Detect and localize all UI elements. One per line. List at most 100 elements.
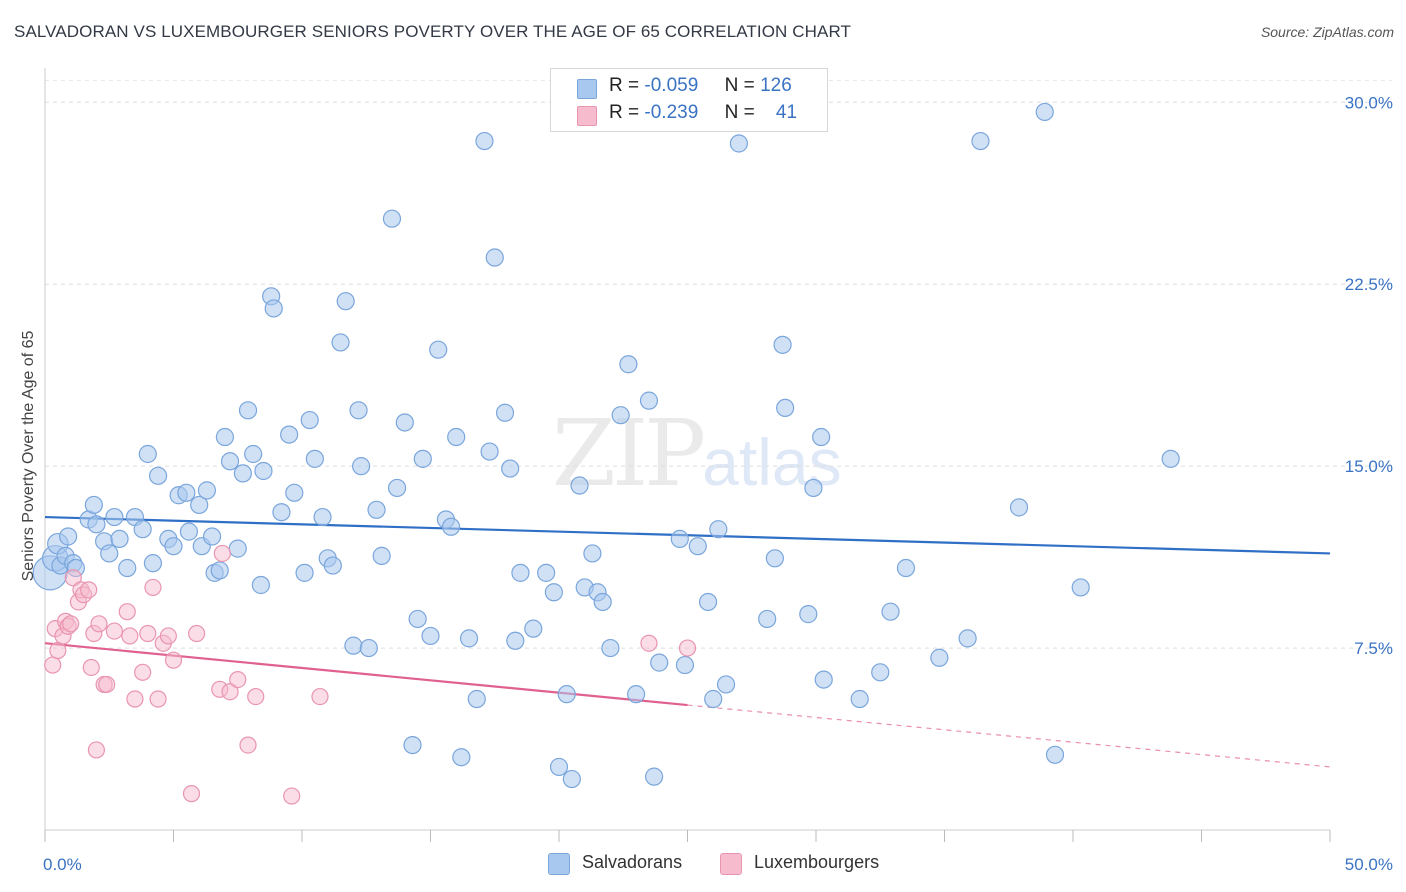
point-salvadoran bbox=[238, 401, 258, 420]
point-luxembourger bbox=[87, 741, 106, 759]
point-luxembourger bbox=[44, 656, 62, 674]
source-label[interactable]: Source: ZipAtlas.com bbox=[1260, 24, 1394, 40]
gridlines bbox=[45, 79, 1392, 649]
legend-n-label: N = bbox=[724, 75, 755, 96]
trend-line-luxembourgers-extrapolated bbox=[687, 704, 1331, 768]
point-salvadoran bbox=[336, 292, 355, 311]
legend-r-value: -0.239 bbox=[644, 102, 699, 123]
point-salvadoran bbox=[593, 592, 612, 612]
point-luxembourger bbox=[229, 670, 247, 689]
point-salvadoran bbox=[441, 517, 461, 536]
x-tick-label: 0.0% bbox=[43, 855, 82, 874]
point-salvadoran bbox=[524, 619, 543, 638]
point-salvadoran bbox=[202, 527, 222, 546]
point-salvadoran bbox=[344, 636, 363, 655]
point-salvadoran bbox=[251, 575, 270, 595]
y-tick-label: 15.0% bbox=[1345, 457, 1393, 476]
point-salvadoran bbox=[372, 546, 391, 565]
point-salvadoran bbox=[644, 767, 664, 786]
point-luxembourger bbox=[118, 603, 136, 621]
point-salvadoran bbox=[395, 413, 414, 432]
point-salvadoran bbox=[881, 602, 900, 621]
tick-labels: 7.5% 15.0% 22.5% 30.0% 0.0% 50.0% bbox=[43, 93, 1393, 874]
point-salvadoran bbox=[295, 563, 314, 582]
legend-r-label: R = bbox=[609, 102, 640, 123]
point-luxembourger bbox=[82, 658, 100, 677]
point-luxembourger bbox=[159, 627, 177, 645]
point-luxembourger bbox=[221, 683, 239, 701]
point-salvadoran bbox=[1071, 578, 1090, 597]
point-luxembourger bbox=[134, 663, 152, 681]
legend-r-value: -0.059 bbox=[644, 75, 699, 96]
point-salvadoran bbox=[215, 427, 234, 447]
point-luxembourger bbox=[239, 736, 257, 754]
point-salvadoran bbox=[475, 131, 494, 151]
point-salvadoran bbox=[244, 444, 263, 464]
legend-swatch-salvadorans bbox=[577, 79, 597, 99]
point-luxembourger bbox=[49, 641, 67, 660]
series-legend: Salvadorans Luxembourgers bbox=[0, 852, 1406, 876]
point-salvadoran bbox=[118, 558, 137, 578]
point-luxembourger bbox=[144, 578, 162, 597]
point-salvadoran bbox=[557, 685, 576, 704]
correlation-legend: R = -0.059 N = 126 R = -0.239 N = 41 bbox=[550, 68, 828, 132]
point-salvadoran bbox=[323, 556, 342, 575]
point-salvadoran bbox=[285, 483, 304, 502]
point-salvadoran bbox=[403, 735, 422, 755]
point-salvadoran bbox=[210, 561, 229, 580]
point-luxembourger bbox=[139, 624, 157, 643]
legend-label: Salvadorans bbox=[582, 852, 683, 872]
point-salvadoran bbox=[305, 449, 324, 468]
legend-n-value: 41 bbox=[775, 102, 798, 123]
point-salvadoran bbox=[105, 507, 124, 527]
point-luxembourger bbox=[80, 581, 98, 599]
x-tick-label: 50.0% bbox=[1345, 855, 1393, 874]
point-salvadoran bbox=[670, 529, 689, 549]
legend-swatch-luxembourgers bbox=[577, 106, 597, 126]
point-salvadoran bbox=[812, 427, 831, 447]
legend-n-value: 126 bbox=[760, 75, 792, 96]
point-luxembourger bbox=[311, 687, 329, 706]
point-salvadoran bbox=[480, 442, 499, 461]
point-salvadoran bbox=[709, 520, 728, 539]
point-salvadoran bbox=[313, 507, 332, 527]
point-salvadoran bbox=[138, 444, 157, 464]
point-luxembourger bbox=[182, 785, 201, 803]
point-luxembourger bbox=[126, 690, 144, 708]
legend-text-salvadorans: R = -0.059 N = 126 bbox=[609, 75, 792, 97]
point-luxembourger bbox=[213, 544, 231, 563]
point-salvadoran bbox=[1009, 498, 1029, 517]
y-tick-label: 22.5% bbox=[1345, 275, 1393, 294]
y-tick-label: 7.5% bbox=[1354, 639, 1393, 658]
point-luxembourger bbox=[640, 634, 658, 652]
point-salvadoran bbox=[619, 355, 638, 374]
point-salvadoran bbox=[601, 638, 620, 658]
point-salvadoran bbox=[501, 459, 520, 478]
point-salvadoran bbox=[408, 609, 427, 629]
point-salvadoran bbox=[190, 495, 209, 515]
point-luxembourger bbox=[64, 569, 82, 587]
point-salvadoran bbox=[544, 583, 563, 602]
point-salvadoran bbox=[272, 503, 291, 522]
point-salvadoran bbox=[804, 478, 823, 498]
point-salvadoran bbox=[549, 757, 569, 777]
point-salvadoran bbox=[495, 403, 515, 422]
point-salvadoran bbox=[233, 464, 252, 483]
point-salvadoran bbox=[537, 563, 556, 582]
point-salvadoran bbox=[485, 248, 504, 267]
point-salvadoran bbox=[570, 476, 589, 495]
legend-r-label: R = bbox=[609, 75, 640, 96]
trend-line-luxembourgers bbox=[44, 642, 688, 707]
point-luxembourger bbox=[98, 675, 116, 694]
point-salvadoran bbox=[177, 483, 196, 502]
point-salvadoran bbox=[110, 529, 129, 549]
point-salvadoran bbox=[220, 452, 240, 471]
point-salvadoran bbox=[143, 554, 163, 573]
point-salvadoran bbox=[562, 769, 581, 789]
point-salvadoran bbox=[164, 537, 183, 556]
point-salvadoran bbox=[850, 689, 869, 709]
legend-label: Luxembourgers bbox=[754, 852, 880, 872]
point-salvadoran bbox=[459, 629, 479, 648]
point-luxembourger bbox=[90, 615, 108, 633]
y-tick-label: 30.0% bbox=[1345, 93, 1393, 112]
